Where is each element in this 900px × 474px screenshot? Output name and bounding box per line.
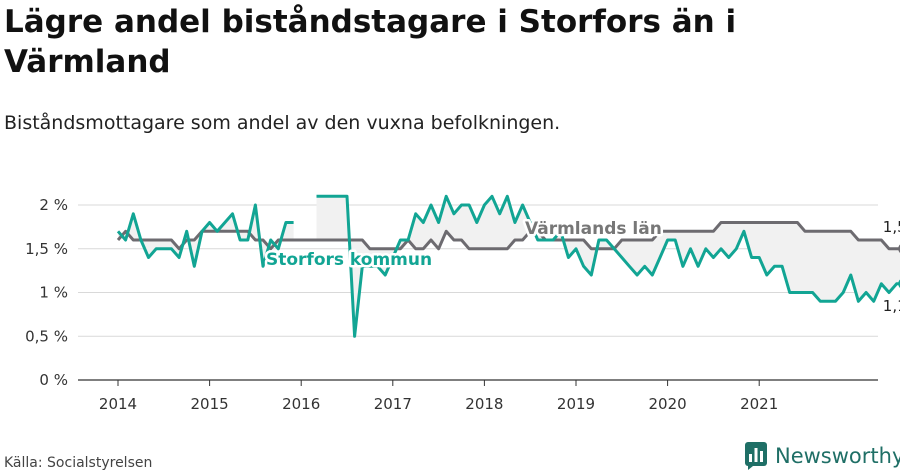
y-tick-label: 0 % bbox=[39, 371, 68, 389]
storfors-series-label-halo: Storfors kommun bbox=[266, 250, 432, 270]
x-tick-label: 2016 bbox=[282, 395, 320, 413]
x-tick-label: 2020 bbox=[649, 395, 687, 413]
x-tick-label: 2017 bbox=[374, 395, 412, 413]
brand-name: Newsworthy bbox=[775, 444, 900, 468]
y-tick-label: 0,5 % bbox=[25, 327, 68, 345]
chart-title: Lägre andel biståndstagare i Storfors än… bbox=[4, 4, 737, 80]
varmland-series-label-halo: Värmlands län bbox=[525, 219, 662, 239]
storfors-series-label: Storfors kommun bbox=[266, 250, 432, 270]
x-tick-label: 2018 bbox=[465, 395, 503, 413]
varmland-end-label: 1,5 % bbox=[883, 218, 900, 236]
x-tick-label: 2021 bbox=[740, 395, 778, 413]
bar-chart-logo-icon bbox=[745, 442, 767, 470]
brand[interactable]: Newsworthy bbox=[745, 442, 900, 470]
x-tick-label: 2019 bbox=[557, 395, 595, 413]
varmland-series-label: Värmlands län bbox=[525, 219, 662, 239]
y-tick-label: 2 % bbox=[39, 196, 68, 214]
x-tick-label: 2015 bbox=[191, 395, 229, 413]
y-tick-label: 1,5 % bbox=[25, 240, 68, 258]
y-tick-label: 1 % bbox=[39, 284, 68, 302]
storfors-series-line bbox=[116, 194, 900, 338]
gap-area bbox=[316, 196, 900, 337]
source-note: Källa: Socialstyrelsen bbox=[4, 455, 153, 471]
x-tick-label: 2014 bbox=[99, 395, 137, 413]
chart-subtitle: Biståndsmottagare som andel av den vuxna… bbox=[4, 112, 561, 134]
storfors-end-label: 1,1 % bbox=[883, 297, 900, 315]
